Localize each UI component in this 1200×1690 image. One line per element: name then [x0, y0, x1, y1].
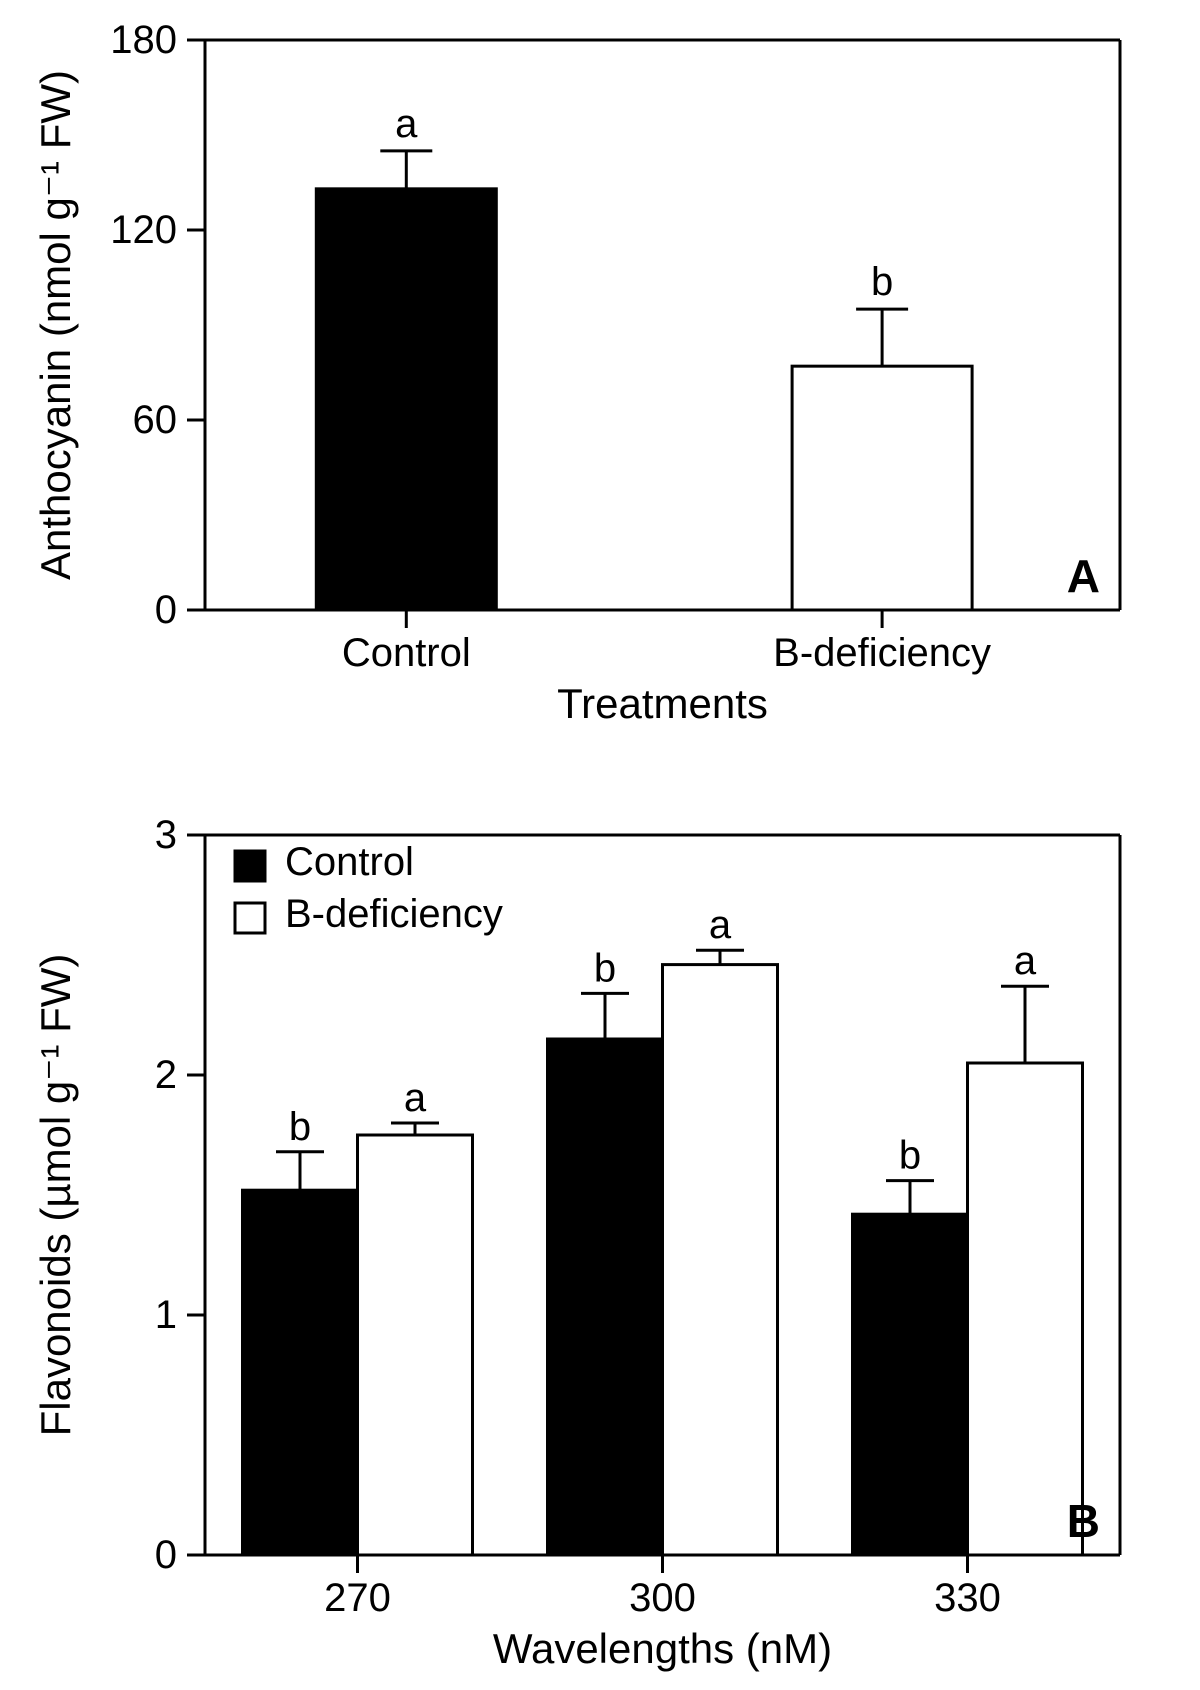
- panel-b: 0 1 2 3 270 b a 300 b a 330 b a Control B-deficiency Fl…: [32, 813, 1120, 1672]
- ytick-label: 3: [155, 813, 177, 857]
- bar-270-b-deficiency: [358, 1135, 473, 1555]
- xtick-label: B-deficiency: [773, 631, 991, 675]
- xtick-label: 330: [934, 1576, 1001, 1620]
- sig-label: b: [289, 1105, 311, 1149]
- bar-b-deficiency: [792, 366, 972, 610]
- legend: Control B-deficiency: [235, 840, 503, 936]
- ytick-label: 120: [110, 208, 177, 252]
- xtick-label: Control: [342, 631, 471, 675]
- ytick-label: 0: [155, 588, 177, 632]
- bar-300-control: [548, 1039, 663, 1555]
- x-axis-label: Treatments: [557, 680, 768, 727]
- legend-swatch: [235, 903, 265, 933]
- bar-control: [316, 189, 496, 610]
- bar-300-b-deficiency: [663, 965, 778, 1555]
- y-axis-label: Anthocyanin (nmol g⁻¹ FW): [32, 70, 79, 580]
- y-axis-label: Flavonoids (µmol g⁻¹ FW): [32, 954, 79, 1437]
- ytick-label: 2: [155, 1053, 177, 1097]
- sig-label: b: [594, 946, 616, 990]
- bar-270-control: [243, 1190, 358, 1555]
- ytick-label: 60: [133, 398, 178, 442]
- sig-label: b: [871, 260, 893, 304]
- panel-label-a: A: [1067, 550, 1100, 602]
- sig-label: a: [1014, 939, 1037, 983]
- x-axis-label: Wavelengths (nM): [493, 1625, 832, 1672]
- ytick-label: 0: [155, 1533, 177, 1577]
- bar-330-b-deficiency: [968, 1063, 1083, 1555]
- xtick-label: 270: [324, 1576, 391, 1620]
- sig-label: a: [709, 903, 732, 947]
- sig-label: a: [395, 102, 418, 146]
- bar-330-control: [853, 1214, 968, 1555]
- figure-container: 060120180aControlbB-deficiencyAnthocyani…: [0, 0, 1200, 1690]
- legend-label: B-deficiency: [285, 892, 503, 936]
- panel-label-b: B: [1067, 1495, 1100, 1547]
- ytick-label: 180: [110, 18, 177, 62]
- sig-label: b: [899, 1134, 921, 1178]
- figure-svg: 060120180aControlbB-deficiencyAnthocyani…: [0, 0, 1200, 1690]
- panel-a: 0 60 120 180 a Control b B-deficiency Anthocyani…: [32, 18, 1120, 727]
- xtick-label: 300: [629, 1576, 696, 1620]
- ytick-label: 1: [155, 1293, 177, 1337]
- legend-label: Control: [285, 840, 414, 884]
- sig-label: a: [404, 1076, 427, 1120]
- legend-swatch: [235, 851, 265, 881]
